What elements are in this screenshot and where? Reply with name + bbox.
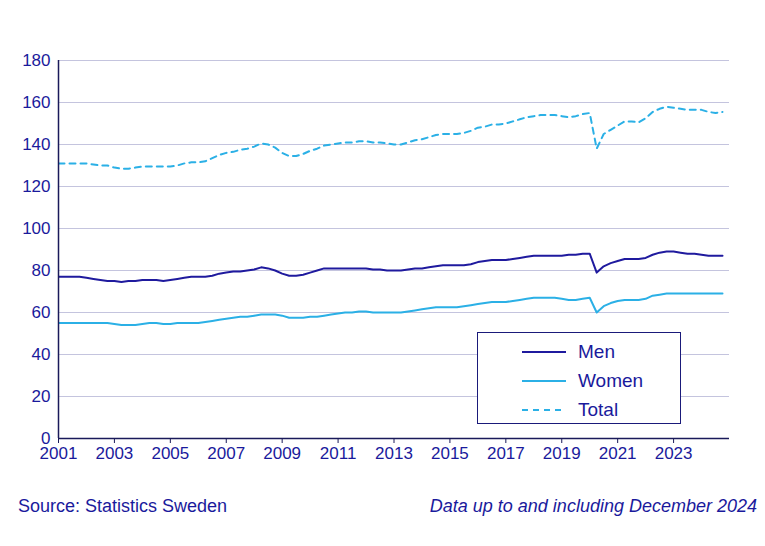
svg-text:2007: 2007	[207, 444, 245, 463]
svg-text:2015: 2015	[431, 444, 469, 463]
svg-text:2005: 2005	[151, 444, 189, 463]
svg-text:120: 120	[22, 177, 50, 196]
svg-text:2013: 2013	[375, 444, 413, 463]
svg-text:2011: 2011	[320, 444, 357, 463]
svg-text:2021: 2021	[599, 444, 637, 463]
html-text:Women: Women	[578, 369, 644, 391]
svg-text:2023: 2023	[655, 444, 693, 463]
svg-text:0: 0	[41, 429, 50, 448]
svg-text:2009: 2009	[263, 444, 301, 463]
svg-text:2019: 2019	[543, 444, 581, 463]
html-text:Data up to and including Decem: Data up to and including December 2024	[429, 496, 757, 516]
svg-text:100: 100	[22, 219, 50, 238]
svg-text:60: 60	[32, 303, 51, 322]
svg-text:160: 160	[22, 93, 50, 112]
svg-text:140: 140	[22, 135, 50, 154]
svg-text:20: 20	[32, 387, 51, 406]
svg-text:80: 80	[32, 261, 51, 280]
html-text:Men: Men	[578, 340, 615, 362]
html-text:Source: Statistics Sweden: Source: Statistics Sweden	[18, 496, 228, 516]
svg-text:180: 180	[22, 51, 50, 70]
svg-text:40: 40	[32, 345, 51, 364]
svg-text:2017: 2017	[487, 444, 525, 463]
html-text:Total: Total	[578, 398, 619, 420]
svg-text:2003: 2003	[96, 444, 134, 463]
svg-text:2001: 2001	[39, 443, 78, 463]
